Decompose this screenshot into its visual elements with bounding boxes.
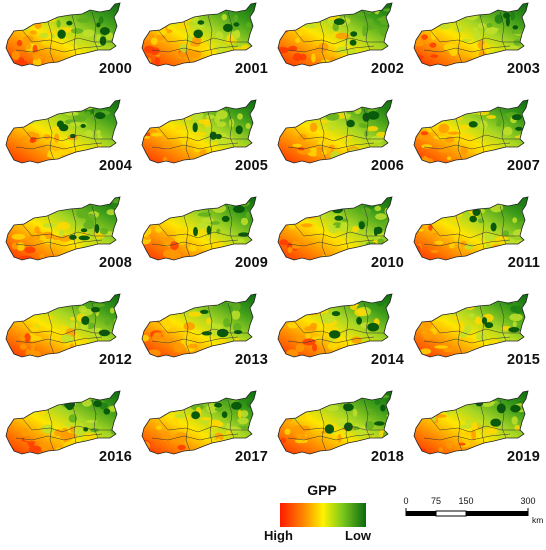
region-boundary	[277, 99, 393, 164]
map-panel: 2009	[138, 194, 274, 290]
panel-year-label: 2012	[98, 352, 132, 368]
map-panel: 2019	[410, 388, 546, 484]
gpp-map-grid: 2000 2001 2002 2003 2004 2005 2006 2007 2008 2009…	[2, 0, 546, 465]
region-fill	[414, 100, 528, 163]
gpp-map	[141, 2, 257, 67]
map-panel: 2007	[410, 97, 546, 193]
map-panel: 2000	[2, 0, 138, 96]
gpp-map	[277, 390, 393, 455]
region-boundary	[141, 390, 257, 455]
scale-unit: km	[532, 515, 544, 525]
map-panel: 2017	[138, 388, 274, 484]
map-panel: 2018	[274, 388, 410, 484]
panel-year-label: 2010	[370, 255, 404, 271]
panel-year-label: 2009	[234, 255, 268, 271]
panel-year-label: 2014	[370, 352, 404, 368]
panel-year-label: 2005	[234, 158, 268, 174]
panel-year-label: 2008	[98, 255, 132, 271]
gpp-map	[277, 2, 393, 67]
panel-year-label: 2015	[506, 352, 540, 368]
region-boundary	[413, 293, 529, 358]
region-fill	[414, 294, 528, 357]
map-panel: 2012	[2, 291, 138, 387]
scale-tick-0: 0	[403, 496, 409, 506]
panel-year-label: 2001	[234, 61, 268, 77]
map-panel: 2004	[2, 97, 138, 193]
legend-low-label: Low	[345, 528, 371, 543]
region-fill	[142, 391, 256, 454]
gpp-map	[5, 2, 121, 67]
panel-year-label: 2006	[370, 158, 404, 174]
region-boundary	[141, 99, 257, 164]
legend-high-label: High	[264, 528, 293, 543]
region-boundary	[277, 293, 393, 358]
gpp-map	[141, 196, 257, 261]
map-panel: 2008	[2, 194, 138, 290]
region-boundary	[141, 196, 257, 261]
region-boundary	[5, 293, 121, 358]
panel-year-label: 2003	[506, 61, 540, 77]
region-boundary	[5, 196, 121, 261]
map-panel: 2002	[274, 0, 410, 96]
map-panel: 2006	[274, 97, 410, 193]
gpp-map	[5, 196, 121, 261]
gpp-map	[141, 293, 257, 358]
scale-tick-300: 300	[520, 496, 536, 506]
region-fill	[6, 391, 120, 454]
gpp-map	[277, 99, 393, 164]
region-boundary	[413, 390, 529, 455]
region-fill	[414, 197, 528, 260]
panel-year-label: 2004	[98, 158, 132, 174]
gpp-legend: GPP High Low	[262, 480, 382, 546]
panel-year-label: 2007	[506, 158, 540, 174]
scale-tick-75: 75	[430, 496, 442, 506]
map-panel: 2013	[138, 291, 274, 387]
region-boundary	[141, 2, 257, 67]
gpp-map	[5, 390, 121, 455]
region-boundary	[277, 390, 393, 455]
gpp-map	[413, 196, 529, 261]
panel-year-label: 2019	[506, 449, 540, 465]
region-boundary	[413, 2, 529, 67]
map-panel: 2001	[138, 0, 274, 96]
scale-bar-graphic	[405, 508, 529, 517]
panel-year-label: 2017	[234, 449, 268, 465]
gpp-map	[141, 390, 257, 455]
panel-year-label: 2002	[370, 61, 404, 77]
region-boundary	[5, 99, 121, 164]
gpp-map	[5, 99, 121, 164]
region-boundary	[141, 293, 257, 358]
map-panel: 2015	[410, 291, 546, 387]
panel-year-label: 2016	[98, 449, 132, 465]
scale-tick-150: 150	[458, 496, 474, 506]
map-panel: 2011	[410, 194, 546, 290]
scale-bar: 0 75 150 300 km	[396, 496, 546, 536]
region-boundary	[5, 390, 121, 455]
gpp-map	[413, 99, 529, 164]
map-panel: 2003	[410, 0, 546, 96]
panel-year-label: 2011	[507, 255, 540, 271]
region-boundary	[5, 2, 121, 67]
gpp-map	[277, 293, 393, 358]
region-boundary	[413, 196, 529, 261]
gpp-map	[413, 2, 529, 67]
region-boundary	[277, 196, 393, 261]
panel-year-label: 2013	[234, 352, 268, 368]
gpp-map	[413, 293, 529, 358]
gpp-map	[277, 196, 393, 261]
legend-color-ramp	[280, 503, 366, 527]
legend-title: GPP	[307, 482, 337, 498]
map-panel: 2016	[2, 388, 138, 484]
panel-year-label: 2000	[98, 61, 132, 77]
region-boundary	[413, 99, 529, 164]
gpp-map	[141, 99, 257, 164]
region-boundary	[277, 2, 393, 67]
gpp-map	[5, 293, 121, 358]
panel-year-label: 2018	[370, 449, 404, 465]
map-panel: 2014	[274, 291, 410, 387]
gpp-map	[413, 390, 529, 455]
map-panel: 2010	[274, 194, 410, 290]
map-panel: 2005	[138, 97, 274, 193]
